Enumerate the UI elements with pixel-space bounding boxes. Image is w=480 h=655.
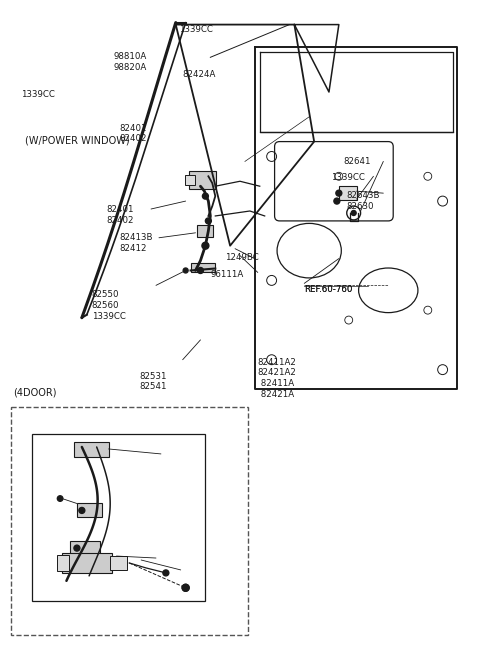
Text: 1249BC: 1249BC bbox=[225, 253, 259, 261]
Circle shape bbox=[183, 268, 188, 273]
Text: 82411A2
82421A2
 82411A
 82421A: 82411A2 82421A2 82411A 82421A bbox=[258, 358, 297, 399]
Bar bbox=[77, 504, 102, 517]
Text: 82643B
82630: 82643B 82630 bbox=[347, 191, 380, 211]
Text: 82401
82402: 82401 82402 bbox=[120, 124, 147, 143]
Circle shape bbox=[203, 193, 208, 199]
Circle shape bbox=[336, 190, 342, 196]
Circle shape bbox=[79, 508, 85, 514]
Bar bbox=[185, 176, 194, 185]
Circle shape bbox=[202, 242, 209, 249]
Circle shape bbox=[351, 210, 356, 215]
Bar bbox=[109, 556, 127, 570]
Bar bbox=[189, 172, 216, 189]
Circle shape bbox=[74, 545, 80, 551]
Bar bbox=[339, 186, 357, 200]
Circle shape bbox=[205, 218, 211, 224]
Circle shape bbox=[57, 496, 63, 501]
Text: 1339CC: 1339CC bbox=[179, 25, 213, 33]
Text: 82401
82402: 82401 82402 bbox=[107, 205, 134, 225]
Bar bbox=[74, 442, 108, 457]
Text: (4DOOR): (4DOOR) bbox=[12, 388, 56, 398]
Text: 82424A: 82424A bbox=[183, 70, 216, 79]
Text: 96111A: 96111A bbox=[210, 271, 243, 280]
Text: 1339CC: 1339CC bbox=[21, 90, 54, 99]
Circle shape bbox=[334, 198, 340, 204]
Text: (W/POWER WINDOW): (W/POWER WINDOW) bbox=[24, 136, 129, 145]
Text: 82641: 82641 bbox=[344, 157, 372, 166]
Bar bbox=[62, 553, 111, 573]
Bar bbox=[11, 407, 248, 635]
Text: 1339CC: 1339CC bbox=[331, 174, 365, 182]
Circle shape bbox=[182, 584, 189, 591]
Text: REF.60-760: REF.60-760 bbox=[304, 286, 353, 294]
Text: 98810A
98820A: 98810A 98820A bbox=[113, 52, 147, 72]
Circle shape bbox=[182, 584, 189, 591]
Bar bbox=[57, 555, 69, 571]
Text: 82550
82560
1339CC: 82550 82560 1339CC bbox=[92, 290, 126, 321]
Bar bbox=[70, 541, 100, 557]
Text: REF.60-760: REF.60-760 bbox=[304, 286, 353, 294]
Text: 82413B
82412: 82413B 82412 bbox=[120, 233, 153, 253]
Bar bbox=[191, 263, 216, 272]
Bar bbox=[197, 225, 213, 236]
Circle shape bbox=[163, 570, 169, 576]
Circle shape bbox=[197, 267, 204, 273]
Text: 82531
82541: 82531 82541 bbox=[139, 371, 167, 392]
Bar bbox=[33, 434, 205, 601]
